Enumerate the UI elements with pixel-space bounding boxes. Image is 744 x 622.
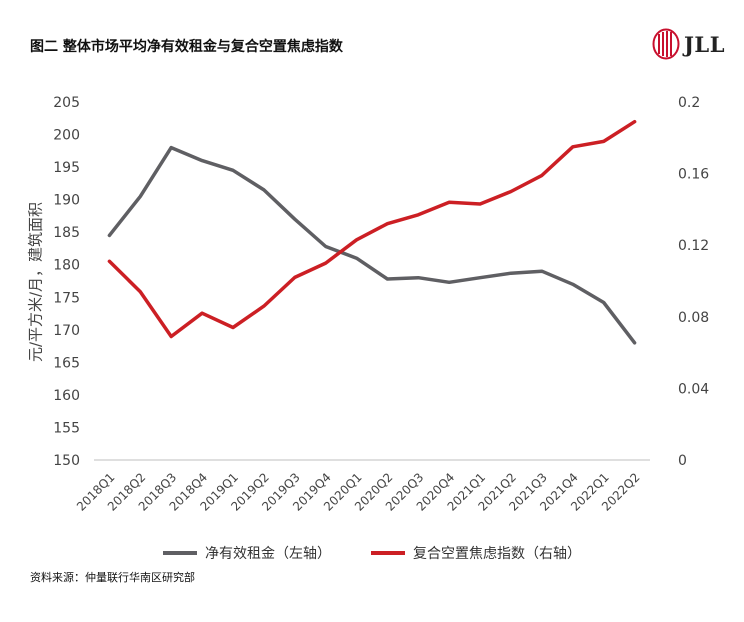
y-right-tick-label: 0.08 — [678, 310, 709, 326]
legend-label-vacancy-index: 复合空置焦虑指数（右轴） — [413, 546, 581, 562]
y-left-tick-label: 160 — [53, 388, 80, 404]
y-left-tick-label: 150 — [53, 453, 80, 469]
y-left-tick-label: 175 — [53, 290, 80, 306]
y-right-tick-label: 0.16 — [678, 167, 709, 183]
legend-item-vacancy-index: 复合空置焦虑指数（右轴） — [371, 543, 581, 563]
legend-swatch-vacancy-index — [371, 551, 405, 555]
legend: 净有效租金（左轴） 复合空置焦虑指数（右轴） — [0, 543, 744, 563]
y-right-tick-label: 0.12 — [678, 238, 709, 254]
legend-item-rent: 净有效租金（左轴） — [163, 543, 331, 563]
y-left-tick-label: 165 — [53, 355, 80, 371]
series-line-rent — [107, 145, 637, 345]
chart-title: 图二 整体市场平均净有效租金与复合空置焦虑指数 — [30, 39, 343, 55]
y-right-tick-label: 0.2 — [678, 95, 700, 111]
y-left-tick-label: 205 — [53, 95, 80, 111]
y-left-tick-label: 155 — [53, 420, 80, 436]
y-left-tick-label: 200 — [53, 128, 80, 144]
y-right-tick-label: 0 — [678, 453, 687, 469]
jll-logo: JLL — [652, 26, 725, 62]
legend-label-rent: 净有效租金（左轴） — [205, 546, 331, 562]
y-left-tick-label: 170 — [53, 323, 80, 339]
series-line-vacancy-index — [107, 119, 637, 339]
source-note: 资料来源：仲量联行华南区研究部 — [30, 571, 195, 584]
jll-logo-text: JLL — [684, 31, 725, 57]
y-left-tick-label: 180 — [53, 258, 80, 274]
y-left-tick-label: 190 — [53, 193, 80, 209]
y-right-tick-label: 0.04 — [678, 381, 709, 397]
y-left-tick-label: 185 — [53, 225, 80, 241]
legend-swatch-rent — [163, 551, 197, 555]
jll-logo-mark-icon — [652, 28, 680, 60]
y-left-tick-label: 195 — [53, 160, 80, 176]
